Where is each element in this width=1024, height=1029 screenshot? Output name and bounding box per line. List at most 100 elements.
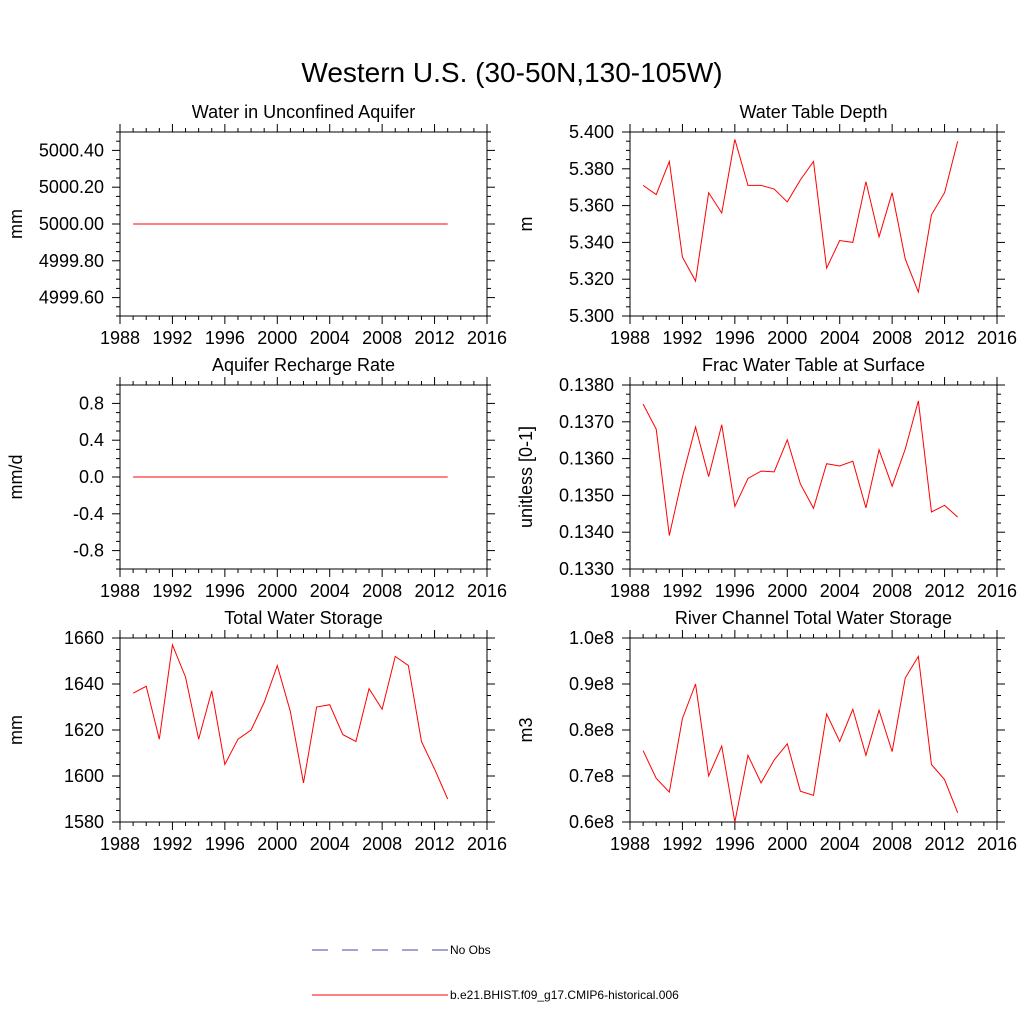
y-tick-label: 5.380 — [569, 159, 614, 179]
y-tick-label: 1660 — [64, 628, 104, 648]
y-tick-label: 4999.80 — [39, 251, 104, 271]
x-tick-label: 1996 — [715, 581, 755, 601]
y-axis-label: mm — [6, 715, 26, 745]
series-line — [642, 139, 959, 294]
legend-obs-label: No Obs — [450, 943, 491, 957]
x-tick-label: 2004 — [820, 834, 860, 854]
y-tick-label: 1620 — [64, 720, 104, 740]
y-tick-label: 5.320 — [569, 269, 614, 289]
y-tick-label: 1640 — [64, 674, 104, 694]
x-tick-label: 1992 — [662, 834, 702, 854]
y-tick-label: 0.6e8 — [569, 812, 614, 832]
y-axis-label: mm — [6, 209, 26, 239]
y-tick-label: 5000.00 — [39, 214, 104, 234]
panel-aquifer-water: Water in Unconfined Aquifer mm 1988 1992 199… — [6, 102, 507, 348]
y-tick-label: 0.9e8 — [569, 674, 614, 694]
x-tick-label: 1988 — [610, 328, 650, 348]
x-tick-label: 1992 — [152, 328, 192, 348]
series-line — [642, 400, 959, 536]
x-tick-label: 2008 — [362, 581, 402, 601]
x-tick-label: 1988 — [100, 581, 140, 601]
x-tick-label: 2000 — [257, 834, 297, 854]
x-tick-label: 2000 — [767, 328, 807, 348]
x-tick-label: 2012 — [415, 328, 455, 348]
y-tick-label: 5.300 — [569, 306, 614, 326]
panels: Water in Unconfined Aquifer mm 1988 1992 199… — [6, 102, 1017, 854]
x-tick-label: 1988 — [610, 581, 650, 601]
x-tick-label: 1996 — [715, 328, 755, 348]
panel-title: Water Table Depth — [739, 102, 887, 122]
plot-frame — [629, 384, 998, 570]
series-line — [642, 654, 959, 823]
y-tick-label: 0.8 — [79, 393, 104, 413]
panel-title: River Channel Total Water Storage — [675, 608, 952, 628]
y-tick-label: 5000.20 — [39, 177, 104, 197]
x-tick-label: 2012 — [415, 834, 455, 854]
x-tick-label: 2012 — [415, 581, 455, 601]
panel-title: Water in Unconfined Aquifer — [192, 102, 415, 122]
x-tick-label: 1996 — [715, 834, 755, 854]
x-tick-label: 2000 — [257, 581, 297, 601]
x-tick-label: 2016 — [467, 328, 507, 348]
x-tick-label: 2016 — [977, 328, 1017, 348]
x-tick-label: 1992 — [662, 328, 702, 348]
y-tick-label: 5.340 — [569, 232, 614, 252]
x-tick-label: 1988 — [100, 834, 140, 854]
x-tick-label: 1996 — [205, 581, 245, 601]
y-tick-label: 0.1380 — [559, 375, 614, 395]
x-tick-label: 2008 — [362, 834, 402, 854]
y-tick-label: 1580 — [64, 812, 104, 832]
x-tick-label: 2008 — [362, 328, 402, 348]
x-tick-label: 1988 — [100, 328, 140, 348]
x-tick-label: 1996 — [205, 834, 245, 854]
y-tick-label: 0.1340 — [559, 522, 614, 542]
y-tick-label: -0.8 — [73, 541, 104, 561]
x-tick-label: 2000 — [767, 834, 807, 854]
y-tick-label: 4999.60 — [39, 288, 104, 308]
y-axis-label: m — [516, 217, 536, 232]
figure-title: Western U.S. (30-50N,130-105W) — [301, 57, 722, 88]
y-tick-label: 5.360 — [569, 196, 614, 216]
x-tick-label: 2000 — [767, 581, 807, 601]
y-tick-label: 1600 — [64, 766, 104, 786]
y-tick-label: 0.1370 — [559, 412, 614, 432]
x-tick-label: 2016 — [467, 581, 507, 601]
x-tick-label: 2016 — [977, 581, 1017, 601]
x-tick-label: 1988 — [610, 834, 650, 854]
x-tick-label: 2016 — [977, 834, 1017, 854]
x-tick-label: 2004 — [820, 581, 860, 601]
x-tick-label: 2008 — [872, 328, 912, 348]
x-tick-label: 2004 — [310, 581, 350, 601]
x-tick-label: 2004 — [310, 834, 350, 854]
plot-frame — [629, 131, 998, 317]
panel-water-table-depth: Water Table Depth m 1988 1992 1996 2000 2004 20… — [516, 102, 1017, 348]
x-tick-label: 2008 — [872, 834, 912, 854]
x-tick-label: 1992 — [152, 834, 192, 854]
y-tick-label: 5000.40 — [39, 140, 104, 160]
x-tick-label: 1996 — [205, 328, 245, 348]
plot-frame — [119, 637, 488, 823]
panel-total-water-storage: Total Water Storage mm 1988 1992 1996 2000 200… — [6, 608, 507, 854]
y-tick-label: 0.7e8 — [569, 766, 614, 786]
x-tick-label: 1992 — [152, 581, 192, 601]
y-tick-label: 0.0 — [79, 467, 104, 487]
series-line — [132, 642, 449, 800]
y-tick-label: 0.1330 — [559, 559, 614, 579]
x-tick-label: 2004 — [820, 328, 860, 348]
y-tick-label: 5.400 — [569, 122, 614, 142]
legend-model-label: b.e21.BHIST.f09_g17.CMIP6-historical.006 — [450, 988, 679, 1002]
x-tick-label: 2016 — [467, 834, 507, 854]
y-tick-label: 0.8e8 — [569, 720, 614, 740]
y-tick-label: 0.4 — [79, 430, 104, 450]
legend: No Obs b.e21.BHIST.f09_g17.CMIP6-histori… — [312, 943, 679, 1002]
y-axis-label: mm/d — [6, 455, 26, 500]
y-axis-label: m3 — [516, 717, 536, 742]
x-tick-label: 2012 — [925, 581, 965, 601]
x-tick-label: 2008 — [872, 581, 912, 601]
panel-frac-water-table: Frac Water Table at Surface unitless [0-1… — [516, 355, 1017, 601]
y-axis-label: unitless [0-1] — [516, 426, 536, 528]
panel-recharge-rate: Aquifer Recharge Rate mm/d 1988 1992 1996 200… — [6, 355, 507, 601]
y-tick-label: 0.1350 — [559, 485, 614, 505]
